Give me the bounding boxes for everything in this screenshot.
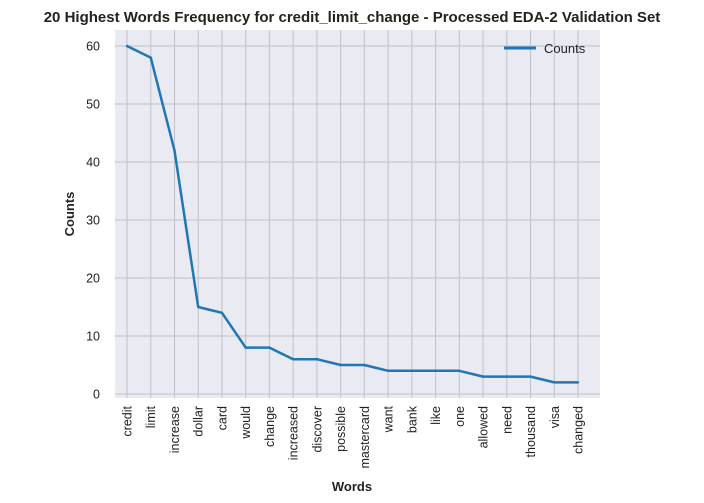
x-tick-label: allowed <box>477 406 491 448</box>
chart-title: 20 Highest Words Frequency for credit_li… <box>44 9 661 26</box>
y-tick-label: 30 <box>86 214 100 228</box>
data-point <box>529 375 532 378</box>
x-tick-label: changed <box>572 406 586 454</box>
legend: Counts <box>504 41 586 56</box>
x-tick-label: need <box>500 406 514 434</box>
x-tick-label: would <box>239 406 253 440</box>
x-tick-label: bank <box>405 405 419 433</box>
x-tick-label: possible <box>334 406 348 452</box>
grid-lines <box>115 30 600 398</box>
x-tick-label: increased <box>287 406 301 460</box>
x-tick-label: increase <box>168 406 182 453</box>
y-tick-label: 20 <box>86 272 100 286</box>
y-axis-ticks: 0 10 20 30 40 50 60 <box>86 40 100 402</box>
data-point <box>197 305 200 309</box>
x-tick-label: like <box>429 406 443 425</box>
plot-area <box>115 30 600 398</box>
series-line-counts <box>126 44 578 384</box>
data-point <box>291 358 295 361</box>
data-point <box>363 363 366 367</box>
data-point <box>386 369 390 372</box>
data-point <box>268 346 271 349</box>
x-axis-label: Words <box>332 479 372 494</box>
y-axis-label: Counts <box>62 192 77 237</box>
y-tick-label: 50 <box>86 98 100 112</box>
x-tick-label: thousand <box>524 406 538 457</box>
data-point <box>458 369 461 372</box>
data-point <box>339 363 342 367</box>
x-tick-label: change <box>263 406 277 447</box>
data-point <box>505 375 508 378</box>
series-lines <box>125 44 580 384</box>
x-tick-label: discover <box>310 406 324 453</box>
data-point <box>244 346 247 349</box>
y-tick-label: 40 <box>86 156 100 170</box>
x-tick-label: limit <box>144 405 158 428</box>
data-point <box>553 381 556 384</box>
data-point <box>125 44 129 48</box>
data-point <box>149 56 152 59</box>
legend-label-counts: Counts <box>544 41 586 56</box>
data-point <box>434 369 437 372</box>
data-point <box>173 149 176 152</box>
data-point <box>481 375 485 378</box>
x-tick-label: mastercard <box>358 406 372 469</box>
data-point <box>410 369 414 372</box>
data-point <box>576 381 580 384</box>
y-tick-label: 10 <box>86 330 100 344</box>
x-tick-label: card <box>215 406 229 430</box>
y-tick-label: 0 <box>93 388 100 402</box>
data-point <box>315 358 319 361</box>
x-tick-label: credit <box>121 405 135 436</box>
x-axis-ticks: credit limit increase dollar card would change… <box>121 405 586 468</box>
y-tick-label: 60 <box>86 40 100 54</box>
x-tick-label: one <box>453 406 467 427</box>
x-tick-label: want <box>382 405 396 433</box>
x-tick-label: dollar <box>192 406 206 437</box>
data-point <box>220 311 224 314</box>
x-tick-label: visa <box>548 406 562 428</box>
